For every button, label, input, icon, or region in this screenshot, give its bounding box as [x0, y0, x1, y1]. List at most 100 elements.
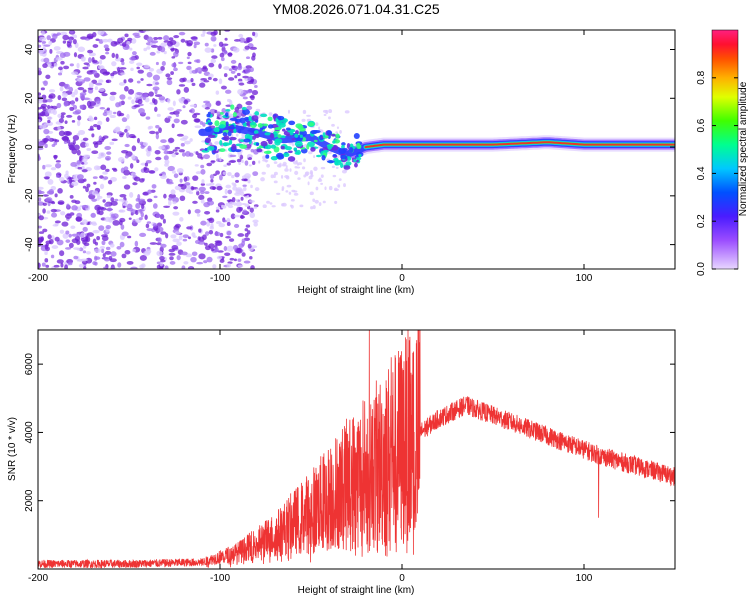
- spectrogram-speckle: [290, 204, 294, 209]
- spectrogram-speckle: [198, 186, 206, 192]
- spectrogram-blob: [241, 106, 247, 111]
- spectrogram-speckle: [235, 133, 239, 137]
- spectrogram-speckle: [64, 247, 72, 250]
- spectrogram-speckle: [230, 59, 237, 64]
- spectrogram-speckle: [221, 205, 227, 209]
- spectrogram-speckle: [273, 171, 278, 176]
- spectrogram-speckle: [253, 206, 258, 209]
- spectrogram-speckle: [180, 251, 188, 256]
- spectrogram-speckle: [71, 119, 76, 123]
- spectrogram-blob: [243, 138, 251, 143]
- spectrogram-blob: [251, 115, 259, 122]
- spectrogram-speckle: [285, 164, 288, 169]
- spectrogram-speckle: [171, 153, 177, 158]
- spectrogram-speckle: [251, 55, 256, 61]
- spectrogram-speckle: [42, 164, 46, 170]
- spectrogram-speckle: [335, 131, 339, 134]
- spectrogram-speckle: [200, 33, 206, 37]
- spectrogram-speckle: [110, 197, 115, 202]
- spectrogram-speckle: [238, 154, 241, 158]
- spectrogram-speckle: [119, 241, 125, 248]
- spectrogram-speckle: [246, 105, 253, 110]
- spectrogram-speckle: [76, 247, 81, 251]
- spectrogram-speckle: [153, 36, 159, 41]
- spectrogram-speckle: [169, 111, 176, 115]
- spectrogram-speckle: [290, 199, 295, 202]
- spectrogram-speckle: [64, 120, 68, 124]
- spectrogram-speckle: [59, 52, 66, 59]
- spectrogram-speckle: [54, 220, 61, 224]
- spectrogram-speckle: [70, 161, 78, 167]
- spectrogram-speckle: [70, 225, 76, 230]
- spectrogram-blob: [206, 113, 211, 118]
- spectrogram-speckle: [223, 246, 228, 252]
- spectrogram-speckle: [200, 183, 206, 186]
- spectrogram-speckle: [194, 164, 199, 167]
- spectrogram-speckle: [154, 82, 160, 85]
- spectrogram-speckle: [38, 98, 44, 104]
- spectrogram-speckle: [212, 77, 218, 82]
- spectrogram-speckle: [227, 52, 233, 57]
- spectrogram-speckle: [76, 62, 80, 69]
- spectrogram-speckle: [192, 113, 198, 119]
- spectrogram-speckle: [262, 155, 267, 160]
- snr-series-line: [38, 330, 675, 569]
- spectrogram-speckle: [173, 118, 180, 124]
- spectrogram-blob: [270, 144, 277, 149]
- spectrogram-speckle: [325, 109, 329, 115]
- spectrogram-speckle: [238, 207, 243, 211]
- spectrogram-speckle: [245, 67, 251, 74]
- spectrogram-speckle: [178, 61, 184, 65]
- spectrogram-speckle: [155, 61, 159, 66]
- spectrogram-speckle: [293, 190, 298, 193]
- spectrogram-speckle: [96, 236, 101, 241]
- spectrogram-speckle: [183, 86, 190, 93]
- spectrogram-blob: [297, 124, 304, 130]
- spectrogram-speckle: [246, 194, 250, 198]
- spectrogram-speckle: [200, 220, 207, 226]
- spectrogram-speckle: [133, 176, 141, 182]
- spectrogram-blob: [255, 142, 260, 147]
- spectrogram-speckle: [160, 139, 167, 143]
- spectrogram-speckle: [45, 74, 51, 80]
- spectrogram-speckle: [103, 176, 109, 180]
- spectrogram-blob: [260, 140, 268, 147]
- spectrogram-speckle: [131, 145, 137, 152]
- spectrogram-speckle: [129, 60, 135, 64]
- spectrogram-speckle: [285, 190, 289, 193]
- spectrogram-speckle: [213, 44, 217, 47]
- spectrogram-speckle: [38, 141, 42, 147]
- spectrogram-speckle: [261, 171, 266, 175]
- spectrogram-speckle: [145, 116, 151, 120]
- spectrogram-speckle: [99, 183, 105, 190]
- spectrogram-speckle: [91, 150, 99, 155]
- spectrogram-speckle: [60, 31, 68, 36]
- spectrogram-speckle: [223, 164, 227, 167]
- spectrogram-speckle: [241, 132, 245, 138]
- spectrogram-speckle: [189, 69, 193, 75]
- spectrogram-speckle: [131, 38, 137, 44]
- spectrogram-speckle: [154, 106, 158, 112]
- spectrogram-speckle: [98, 39, 104, 44]
- spectrogram-speckle: [51, 235, 55, 241]
- spectrogram-speckle: [195, 171, 202, 175]
- spectrogram-speckle: [92, 176, 98, 179]
- spectrogram-speckle: [155, 156, 162, 161]
- spectrogram-speckle: [131, 154, 136, 160]
- spectrogram-speckle: [163, 50, 167, 55]
- spectrogram-speckle: [76, 160, 81, 165]
- spectrogram-speckle: [245, 65, 252, 69]
- spectrogram-speckle: [38, 215, 44, 221]
- spectrogram-speckle: [171, 245, 179, 250]
- spectrogram-blob: [289, 131, 294, 136]
- snr-x-ticks: -200 -100 0 100: [28, 330, 593, 584]
- spectrogram-speckle: [94, 86, 99, 91]
- spectrogram-speckle: [198, 228, 202, 233]
- spectrogram-speckle: [86, 251, 91, 255]
- spectrogram-blob: [239, 117, 246, 124]
- spectrogram-speckle: [66, 139, 71, 144]
- spectrogram-speckle: [43, 57, 50, 63]
- spectrogram-xtick-label: -100: [210, 273, 230, 284]
- spectrogram-ytick-label: 20: [24, 92, 35, 104]
